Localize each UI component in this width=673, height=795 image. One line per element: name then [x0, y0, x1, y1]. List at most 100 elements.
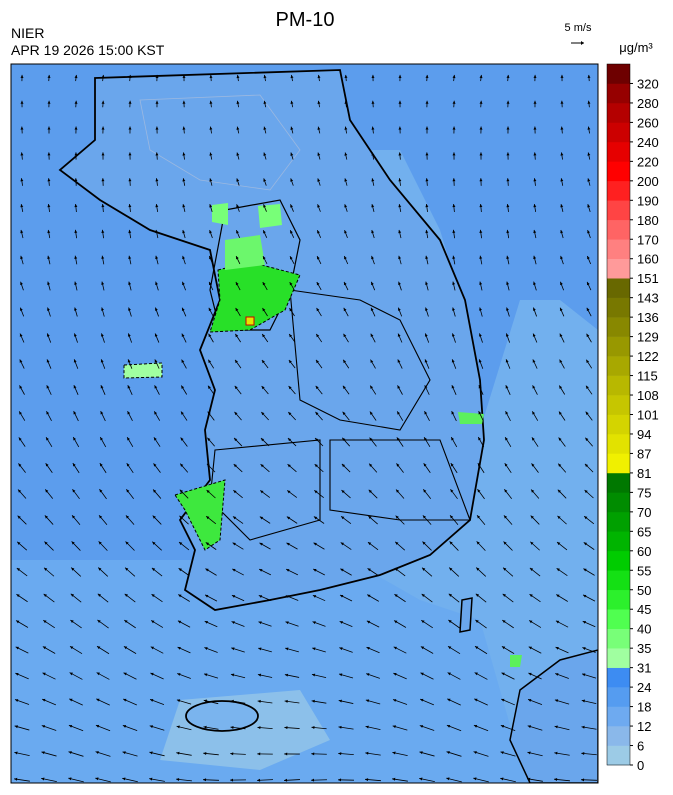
colorbar-label: 115 [637, 369, 658, 384]
high-pm-cell [245, 316, 255, 326]
wind-arrowhead [261, 359, 265, 364]
wind-arrowhead [371, 126, 375, 130]
wind-arrowhead [290, 204, 294, 208]
wind-arrowhead [47, 255, 51, 260]
wind-arrowhead [474, 672, 478, 676]
colorbar-label: 180 [637, 213, 659, 228]
colorbar-label: 12 [637, 719, 651, 734]
wind-arrowhead [315, 359, 319, 364]
wind-arrowhead [68, 751, 72, 755]
wind-arrowhead [208, 307, 212, 312]
wind-arrowhead [315, 385, 319, 390]
wind-arrowhead [557, 489, 561, 493]
wind-arrowhead [452, 307, 455, 311]
wind-arrowhead [398, 100, 402, 104]
wind-arrowhead [343, 281, 347, 286]
wind-arrowhead [206, 489, 210, 494]
wind-arrowhead [343, 359, 347, 364]
colorbar-segment [607, 180, 630, 201]
wind-arrowhead [18, 489, 22, 493]
wind-arrowhead [506, 74, 510, 79]
wind-arrowhead [392, 699, 397, 702]
colorbar-label: 81 [637, 466, 651, 481]
wind-arrowhead [479, 255, 483, 259]
wind-arrowhead [312, 647, 316, 651]
wind-arrowhead [419, 725, 424, 728]
wind-arrowhead [479, 281, 483, 285]
wind-arrowhead [506, 229, 510, 234]
wind-arrowhead [14, 699, 19, 702]
wind-arrowhead [181, 359, 185, 363]
wind-arrowhead [73, 411, 77, 415]
wind-arrowhead [450, 515, 454, 519]
colorbar-segment [607, 356, 630, 376]
wind-arrowhead [151, 620, 155, 624]
wind-arrowhead [555, 620, 560, 624]
colorbar-label: 87 [637, 446, 651, 461]
wind-arrowhead [557, 515, 561, 519]
wind-arrowhead [205, 568, 209, 572]
wind-arrowhead [20, 281, 23, 286]
wind-arrowhead [446, 777, 450, 781]
wind-arrowhead [19, 307, 23, 311]
wind-arrowhead [505, 385, 509, 389]
wind-arrowhead [584, 463, 589, 468]
wind-arrowhead [71, 541, 75, 545]
wind-arrowhead [235, 359, 239, 364]
wind-arrowhead [529, 594, 533, 598]
wind-arrowhead [506, 281, 510, 285]
wind-arrowhead [425, 229, 429, 234]
wind-arrowhead [236, 230, 239, 234]
wind-arrowhead [99, 515, 103, 519]
colorbar-label: 94 [637, 427, 651, 442]
wind-arrowhead [182, 281, 185, 286]
wind-arrowhead [204, 621, 209, 624]
wind-arrowhead [179, 489, 183, 493]
wind-arrowhead [449, 567, 453, 571]
wind-arrowhead [72, 489, 76, 493]
wind-arrowhead [41, 777, 45, 781]
wind-arrowhead [474, 646, 479, 650]
wind-arrowhead [154, 333, 158, 337]
wind-arrowhead [257, 752, 261, 756]
wind-arrowhead [479, 100, 483, 104]
wind-arrowhead [47, 178, 51, 182]
wind-arrowhead [424, 411, 428, 415]
wind-arrowhead [14, 751, 18, 755]
wind-arrowhead [287, 490, 291, 494]
colorbar-label: 170 [637, 232, 659, 247]
wind-arrowhead [532, 385, 536, 389]
wind-arrowhead [155, 152, 159, 156]
wind-arrowhead [155, 100, 159, 104]
wind-arrowhead [366, 647, 370, 650]
wind-arrowhead [70, 593, 75, 597]
wind-arrowhead [344, 74, 348, 79]
wind-arrowhead [287, 438, 292, 442]
colorbar-segment [607, 472, 630, 493]
wind-arrowhead [371, 100, 375, 104]
wind-arrowhead [584, 489, 588, 494]
wind-arrowhead [43, 593, 47, 597]
wind-arrowhead [154, 359, 158, 363]
wind-arrowhead [20, 100, 24, 104]
wind-arrowhead [69, 672, 73, 676]
colorbar-segment [607, 278, 630, 298]
wind-arrowhead [398, 126, 402, 130]
wind-arrowhead [180, 463, 184, 467]
wind-arrowhead [14, 777, 18, 781]
colorbar-label: 18 [637, 700, 651, 715]
wind-arrowhead [209, 74, 213, 79]
wind-arrowhead [182, 255, 185, 260]
wind-arrowhead [209, 126, 213, 130]
wind-arrowhead [533, 126, 537, 130]
wind-arrowhead [155, 229, 159, 234]
wind-arrowhead [532, 411, 536, 415]
wind-arrowhead [365, 751, 369, 755]
wind-arrowhead [203, 778, 207, 782]
wind-arrowhead [20, 74, 24, 78]
wind-arrowhead [234, 385, 238, 390]
colorbar-label: 35 [637, 641, 651, 656]
wind-arrowhead [558, 411, 562, 415]
wind-arrowhead [290, 152, 294, 156]
wind-arrowhead [208, 281, 212, 286]
